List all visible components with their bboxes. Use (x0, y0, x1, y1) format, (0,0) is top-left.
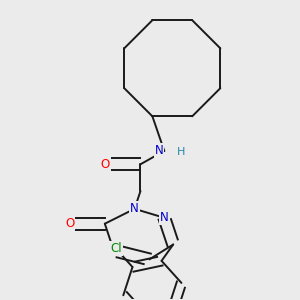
Text: N: N (130, 202, 139, 215)
Text: N: N (160, 211, 169, 224)
Text: O: O (65, 217, 74, 230)
Text: Cl: Cl (110, 242, 122, 255)
Text: O: O (101, 158, 110, 171)
Text: H: H (176, 147, 185, 158)
Text: N: N (154, 144, 163, 158)
